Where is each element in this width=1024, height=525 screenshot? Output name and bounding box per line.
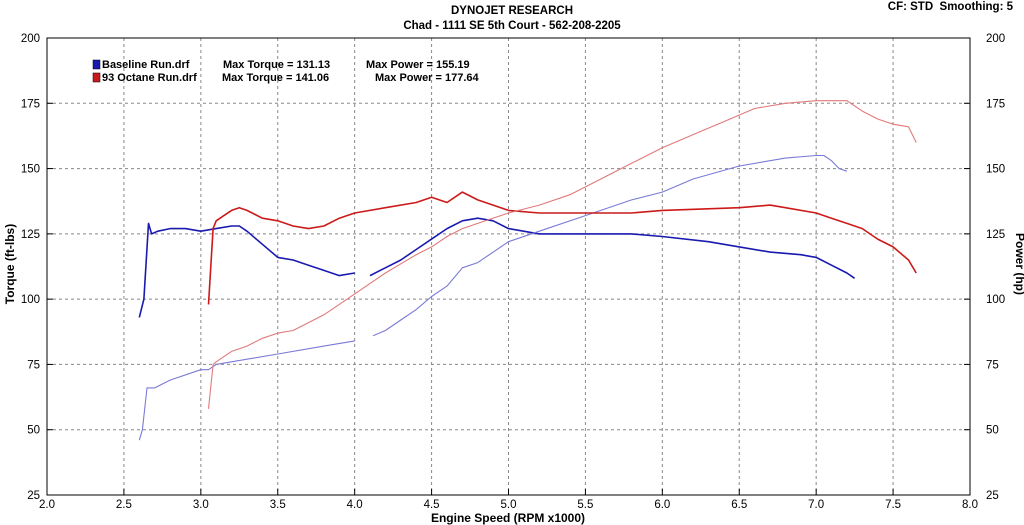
grid [47, 38, 970, 495]
series-line-2 [207, 191, 917, 305]
x-tick-label: 5.0 [501, 499, 517, 511]
x-tick-label: 2.0 [39, 499, 55, 511]
legend-max-power: Max Power = 177.64 [375, 72, 480, 84]
chart-subtitle: Chad - 1111 SE 5th Court - 562-208-2205 [403, 20, 621, 32]
x-tick-label: 6.0 [654, 499, 670, 511]
y-tick-label: 175 [21, 98, 40, 110]
legend-swatch [92, 59, 101, 70]
y2-tick-label: 50 [986, 425, 999, 437]
y2-tick-label: 175 [986, 98, 1005, 110]
y2-tick-label: 25 [986, 490, 999, 502]
x-tick-label: 2.5 [116, 499, 132, 511]
y-tick-label: 100 [21, 294, 40, 306]
legend-file: 93 Octane Run.drf [102, 72, 197, 84]
y2-axis-label: Power (hp) [1013, 233, 1024, 295]
y2-tick-label: 200 [986, 33, 1005, 45]
legend-swatch [92, 72, 101, 83]
y2-tick-label: 150 [986, 164, 1005, 176]
y-tick-label: 150 [21, 164, 40, 176]
legend-file: Baseline Run.drf [102, 59, 190, 71]
legend: Baseline Run.drf Max Torque = 131.13 Max P… [92, 59, 480, 84]
x-tick-label: 4.5 [424, 499, 440, 511]
y-tick-label: 75 [27, 359, 40, 371]
x-tick-label: 3.5 [270, 499, 286, 511]
y-tick-label: 125 [21, 229, 40, 241]
legend-max-power: Max Power = 155.19 [366, 59, 470, 71]
series-line-3 [207, 100, 917, 409]
legend-max-torque: Max Torque = 131.13 [223, 59, 330, 71]
y-tick-label: 25 [27, 490, 40, 502]
chart-title: DYNOJET RESEARCH [451, 5, 573, 17]
y2-tick-label: 125 [986, 229, 1005, 241]
x-tick-label: 8.0 [962, 499, 978, 511]
settings-readout: CF: STD Smoothing: 5 [888, 1, 1014, 13]
series-line-1 [138, 154, 848, 441]
x-axis-label: Engine Speed (RPM x1000) [431, 511, 585, 525]
y-axis-label: Torque (ft-lbs) [3, 224, 17, 304]
x-tick-label: 4.0 [347, 499, 363, 511]
legend-max-torque: Max Torque = 141.06 [222, 72, 329, 84]
x-tick-label: 6.5 [731, 499, 747, 511]
y2-tick-label: 100 [986, 294, 1005, 306]
y-tick-label: 200 [21, 33, 40, 45]
x-tick-label: 3.0 [193, 499, 209, 511]
series-lines [138, 100, 917, 441]
series-line-0 [138, 217, 856, 318]
axis-ticks: 2.0 2.5 3.0 3.5 4.0 4.5 5.0 5.5 6.0 6.5 7.0 7.5 8.0 2… [21, 33, 1005, 511]
y2-tick-label: 75 [986, 359, 999, 371]
x-tick-label: 7.5 [885, 499, 901, 511]
y-tick-label: 50 [27, 425, 40, 437]
x-tick-label: 7.0 [808, 499, 824, 511]
x-tick-label: 5.5 [577, 499, 593, 511]
